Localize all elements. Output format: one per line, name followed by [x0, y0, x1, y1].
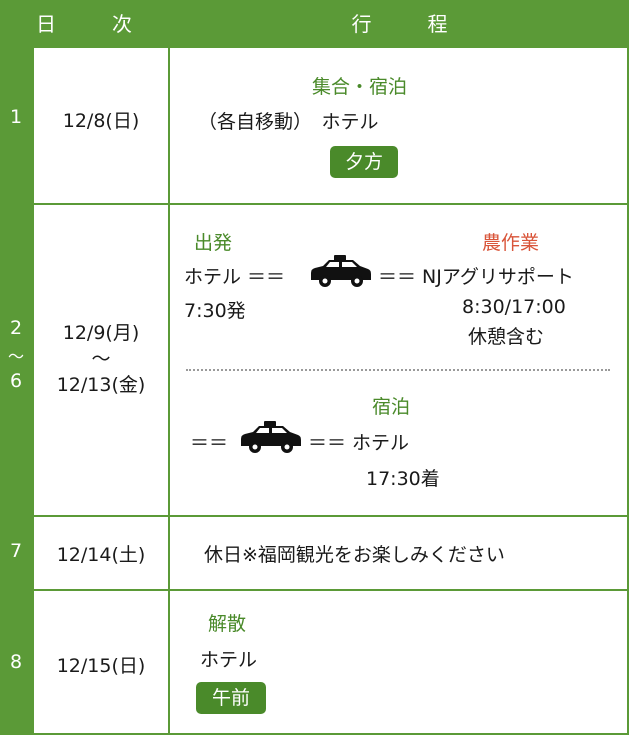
header-itinerary: 行 程 — [351, 12, 466, 36]
header-day: 日 次 — [36, 12, 150, 36]
work-time: 8:30/17:00 — [462, 296, 566, 318]
break-note: 休憩含む — [468, 326, 545, 348]
row-title: 解散 — [208, 613, 247, 635]
number-column — [0, 48, 32, 735]
row-line: （各自移動） ホテル — [198, 111, 379, 133]
day-number: 6 — [9, 370, 23, 392]
row-line: ホテル — [200, 649, 258, 671]
row-divider — [0, 589, 629, 591]
depart-title: 出発 — [194, 232, 233, 254]
day-date: 12/15(日) — [56, 655, 146, 677]
date-end: 12/13(金) — [56, 374, 146, 396]
time-badge: 午前 — [196, 682, 266, 714]
day-date: 12/14(土) — [56, 544, 146, 566]
date-start: 12/9(月) — [62, 322, 140, 344]
time-badge: 夕方 — [330, 146, 398, 178]
route-origin: ホテル ＝＝ — [184, 266, 286, 288]
column-divider — [168, 0, 170, 735]
day-number: 8 — [9, 651, 23, 673]
return-origin: ＝＝ — [190, 432, 229, 454]
date-separator: 〜 — [91, 348, 111, 370]
route-destination: ＝＝ NJアグリサポート — [378, 266, 574, 288]
arrive-time: 17:30着 — [366, 468, 440, 490]
day-number: 7 — [9, 540, 23, 562]
row-divider — [0, 203, 629, 205]
farm-work-title: 農作業 — [482, 232, 540, 254]
stay-title: 宿泊 — [372, 396, 411, 418]
taxi-icon — [311, 255, 371, 287]
dotted-divider — [186, 369, 610, 371]
holiday-note: 休日※福岡観光をお楽しみください — [204, 544, 505, 566]
row-divider — [0, 515, 629, 517]
number-divider — [32, 48, 34, 735]
day-number: 1 — [9, 106, 23, 128]
depart-time: 7:30発 — [184, 300, 246, 322]
day-number-sep: 〜 — [7, 347, 24, 366]
table-header — [0, 0, 629, 48]
taxi-icon — [241, 421, 301, 453]
day-number: 2 — [9, 317, 23, 339]
day-date: 12/8(日) — [62, 110, 140, 132]
return-destination: ＝＝ ホテル — [308, 432, 410, 454]
row-title: 集合・宿泊 — [312, 76, 408, 98]
